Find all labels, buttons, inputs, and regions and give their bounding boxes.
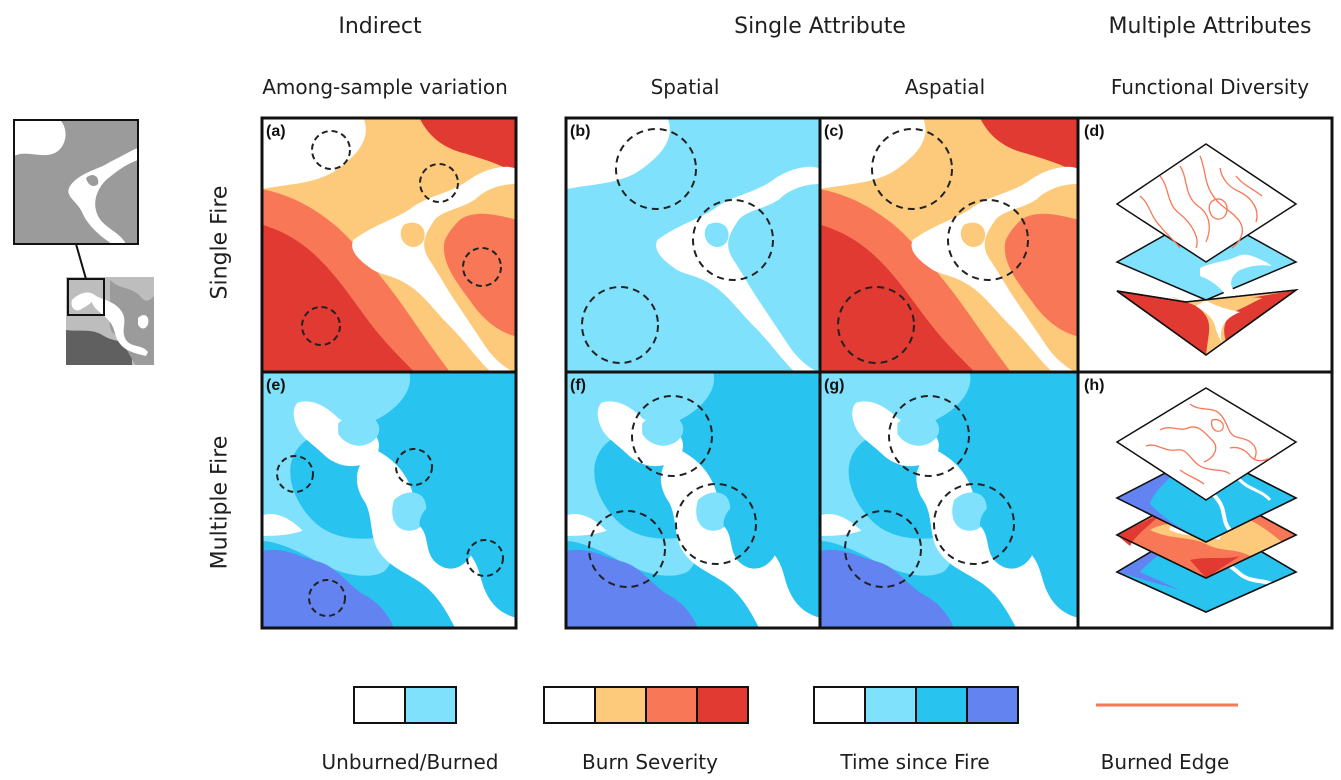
panel-g-sample-circles xyxy=(844,395,1015,588)
panel-label-f: (f) xyxy=(570,377,586,394)
legend-label-burned-edge: Burned Edge xyxy=(1100,750,1230,774)
panel-label-c: (c) xyxy=(824,123,844,140)
header-multiple-attributes: Multiple Attributes xyxy=(1108,14,1312,39)
legend-time-since-fire-swatches xyxy=(813,686,1019,724)
panel-label-d: (d) xyxy=(1084,123,1104,140)
panel-h xyxy=(1115,387,1298,613)
panel-a-sample-circles xyxy=(301,130,502,346)
panel-label-a: (a) xyxy=(266,123,286,140)
panel-b-sample-circles xyxy=(581,128,774,364)
subheader-among-sample: Among-sample variation xyxy=(262,75,508,99)
panel-g xyxy=(820,372,1078,628)
panel-a xyxy=(262,118,516,372)
subheader-functional-diversity: Functional Diversity xyxy=(1110,75,1310,99)
panel-label-b: (b) xyxy=(570,123,590,140)
header-indirect: Indirect xyxy=(338,14,422,39)
subheader-aspatial: Aspatial xyxy=(904,75,986,99)
panel-label-g: (g) xyxy=(824,377,844,394)
panel-d xyxy=(1115,143,1299,356)
panel-f xyxy=(566,372,820,628)
subheader-spatial: Spatial xyxy=(650,75,720,99)
legend-label-burn-severity: Burn Severity xyxy=(582,750,718,774)
header-single-attribute: Single Attribute xyxy=(734,14,906,39)
panel-e-sample-circles xyxy=(276,448,504,617)
panel-label-e: (e) xyxy=(266,377,286,394)
panel-borders xyxy=(260,116,1334,630)
panel-e xyxy=(262,372,516,628)
legend-label-time-since-fire: Time since Fire xyxy=(840,750,990,774)
legend-unburned-burned-swatches xyxy=(353,686,457,724)
panel-label-h: (h) xyxy=(1084,377,1104,394)
panel-c-sample-circles xyxy=(837,128,1029,364)
panel-f-sample-circles xyxy=(588,395,757,588)
inset-landscape xyxy=(13,119,154,365)
legend-burn-severity-swatches xyxy=(543,686,749,724)
legend-label-unburned-burned: Unburned/Burned xyxy=(321,750,499,774)
